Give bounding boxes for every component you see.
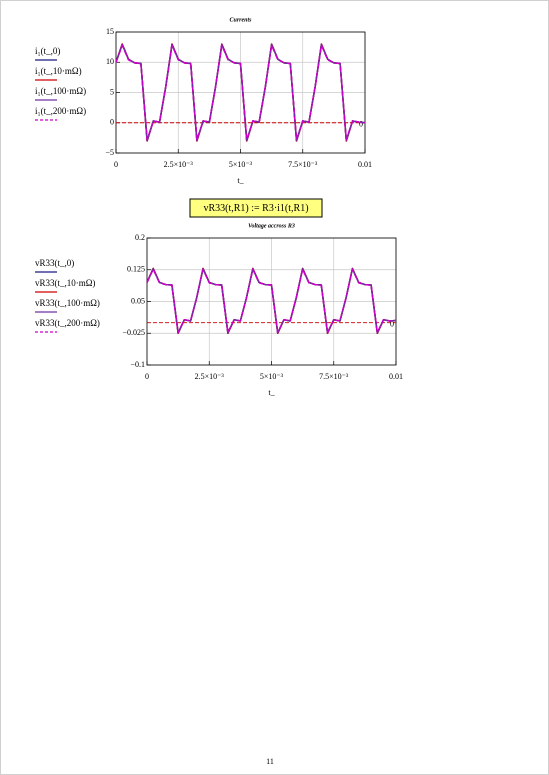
y-tick-label: 0.125 — [127, 265, 145, 274]
formula-box — [189, 198, 323, 218]
legend-label: i₁(t_,200·mΩ) — [35, 106, 86, 116]
marker-label: 0 — [359, 120, 363, 129]
y-tick-label: 0.2 — [135, 233, 145, 242]
x-axis-label: t_ — [268, 388, 275, 397]
x-tick-label: 7.5×10⁻³ — [319, 372, 349, 381]
chart-title: Voltage accross R3 — [248, 223, 295, 229]
formula: vR33(t,R1) := R3·i1(t,R1) — [203, 203, 308, 214]
legend-label: vR33(t_,100·mΩ) — [35, 298, 100, 308]
y-tick-label: 10 — [106, 57, 114, 66]
y-tick-label: 15 — [106, 27, 114, 36]
plot-frame — [115, 31, 366, 154]
chart-title: Currents — [229, 17, 252, 23]
x-tick-label: 2.5×10⁻³ — [164, 160, 194, 169]
legend-label: vR33(t_,200·mΩ) — [35, 318, 100, 328]
legend-label: i₁(t_,100·mΩ) — [35, 86, 86, 96]
legend-label: i₁(t_,0) — [35, 46, 60, 56]
y-tick-label: 0.05 — [131, 296, 145, 305]
x-tick-label: 5×10⁻³ — [260, 372, 284, 381]
legend-label: vR33(t_,10·mΩ) — [35, 278, 95, 288]
x-tick-label: 7.5×10⁻³ — [288, 160, 318, 169]
x-axis-label: t_ — [237, 176, 244, 185]
x-tick-label: 0.01 — [358, 160, 372, 169]
x-tick-label: 0.01 — [389, 372, 403, 381]
x-tick-label: 0 — [114, 160, 118, 169]
series-line — [146, 268, 397, 334]
y-tick-label: 0 — [110, 118, 114, 127]
marker-label: 0 — [390, 319, 394, 328]
y-tick-label: 5 — [110, 87, 114, 96]
plot-frame — [146, 237, 397, 366]
page-number: 11 — [266, 757, 274, 766]
x-tick-label: 5×10⁻³ — [229, 160, 253, 169]
y-tick-label: −0.1 — [130, 360, 145, 369]
y-tick-label: −0.025 — [122, 328, 145, 337]
x-tick-label: 2.5×10⁻³ — [195, 372, 225, 381]
legend-label: i₁(t_,10·mΩ) — [35, 66, 82, 76]
series-line — [115, 44, 366, 141]
y-tick-label: −5 — [105, 148, 114, 157]
legend-label: vR33(t_,0) — [35, 258, 74, 268]
x-tick-label: 0 — [145, 372, 149, 381]
